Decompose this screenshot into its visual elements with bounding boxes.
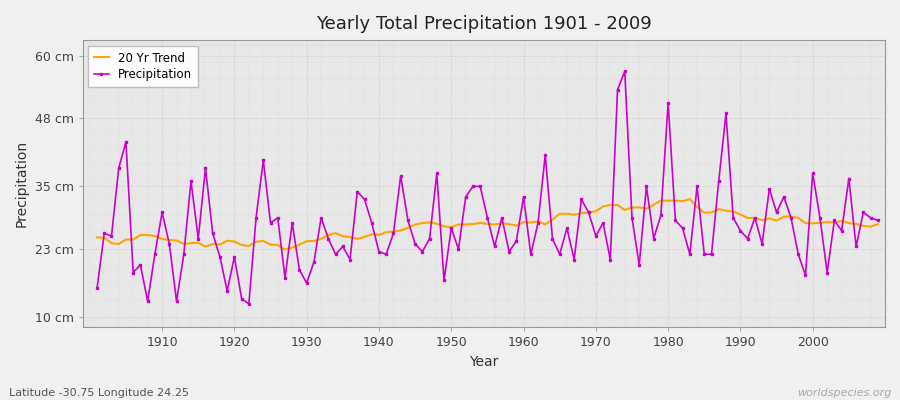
20 Yr Trend [518,220,529,224]
Title: Yearly Total Precipitation 1901 - 2009: Yearly Total Precipitation 1901 - 2009 [316,15,652,33]
Precipitation [149,252,160,257]
Precipitation [612,87,623,92]
Precipitation [872,218,883,223]
20 Yr Trend [280,247,291,252]
20 Yr Trend [872,222,883,226]
Legend: 20 Yr Trend, Precipitation: 20 Yr Trend, Precipitation [88,46,198,87]
Precipitation [316,215,327,220]
Line: Precipitation: Precipitation [95,70,879,305]
20 Yr Trend [612,203,623,208]
20 Yr Trend [92,235,103,240]
20 Yr Trend [149,234,160,238]
Precipitation [359,197,370,202]
20 Yr Trend [526,220,536,225]
Y-axis label: Precipitation: Precipitation [15,140,29,227]
20 Yr Trend [316,236,327,241]
Precipitation [243,302,254,306]
Text: Latitude -30.75 Longitude 24.25: Latitude -30.75 Longitude 24.25 [9,388,189,398]
Precipitation [518,194,529,199]
X-axis label: Year: Year [469,355,499,369]
20 Yr Trend [359,234,370,239]
Precipitation [526,252,536,257]
Precipitation [92,286,103,291]
Text: worldspecies.org: worldspecies.org [796,388,891,398]
Line: 20 Yr Trend: 20 Yr Trend [97,199,878,250]
Precipitation [619,69,630,74]
20 Yr Trend [684,197,695,202]
